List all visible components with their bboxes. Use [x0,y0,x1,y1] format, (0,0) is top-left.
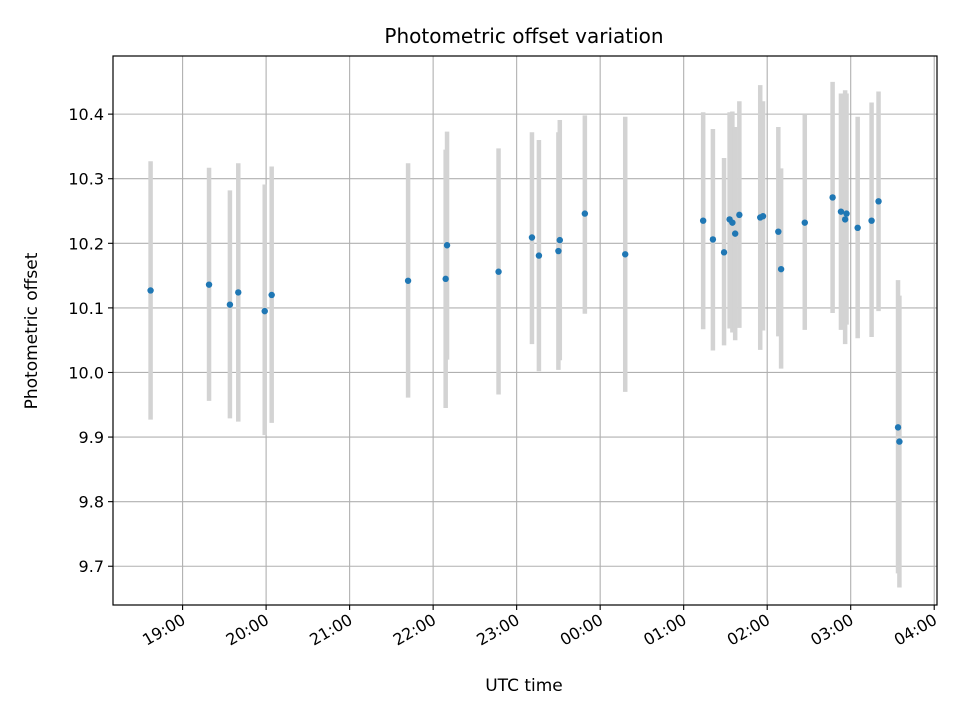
data-point [829,194,836,201]
data-point [854,224,861,232]
data-point [622,251,629,258]
y-tick-label: 9.8 [79,493,104,512]
data-point [556,236,563,244]
chart-title: Photometric offset variation [384,24,663,48]
data-point [268,291,275,299]
y-tick-label: 10.4 [68,105,104,124]
data-point [535,252,543,259]
data-point [841,216,849,223]
data-point [777,265,785,273]
data-point [729,219,736,226]
y-tick-label: 9.9 [79,428,104,447]
data-point [875,198,882,205]
y-tick-label: 10.3 [68,170,104,189]
data-point [868,217,875,224]
data-point [443,242,451,249]
data-point [896,438,903,445]
data-point [843,210,850,217]
x-axis-label: UTC time [485,676,563,696]
data-point [894,424,902,431]
y-axis-label: Photometric offset [22,252,42,409]
data-point [699,217,707,224]
data-point [205,281,213,288]
y-axis-ticks: 9.7 9.8 9.9 10.0 10.1 10.2 10.3 10.4 [68,105,113,576]
data-point [226,301,234,308]
data-point [775,228,782,235]
data-point [404,277,412,284]
data-point [261,307,268,315]
grid [113,56,937,605]
y-tick-label: 10.0 [68,363,104,382]
y-tick-label: 9.7 [79,557,104,576]
data-point [555,247,562,255]
data-points [147,194,903,445]
data-point [837,208,845,215]
data-point [528,234,536,241]
data-point [235,289,242,296]
data-point [736,211,743,219]
data-point [495,268,502,275]
data-point [709,236,717,243]
data-point [720,249,728,256]
y-tick-label: 10.1 [68,299,104,318]
plot-area-frame [112,55,938,606]
data-point [801,219,808,226]
y-tick-label: 10.2 [68,234,104,253]
data-point [147,287,154,294]
data-point [731,230,739,237]
data-point [581,210,589,217]
data-point [442,275,449,283]
data-point [759,212,767,220]
